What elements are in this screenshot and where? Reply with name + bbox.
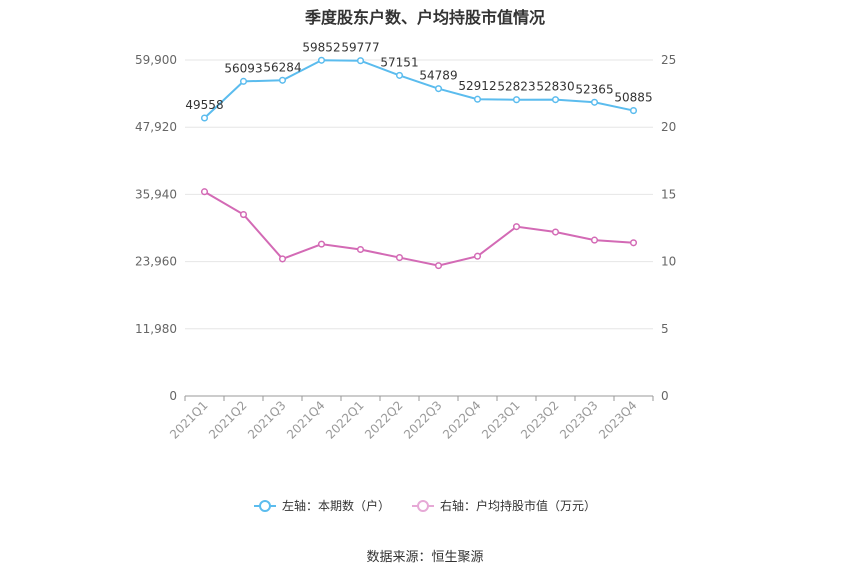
data-label-0: 56284	[263, 60, 301, 74]
x-tick-label: 2021Q2	[206, 398, 250, 442]
data-label-0: 52365	[575, 82, 613, 96]
data-point-0	[434, 85, 443, 93]
x-tick-label: 2023Q3	[557, 398, 601, 442]
data-point-1	[512, 223, 521, 231]
x-tick-label: 2023Q1	[479, 398, 523, 442]
y-left-tick-label: 47,920	[135, 120, 177, 134]
x-tick-label: 2022Q4	[440, 398, 484, 442]
y-right-tick-label: 25	[661, 53, 676, 67]
chart-legend: 左轴：本期数（户） 右轴：户均持股市值（万元）	[0, 497, 850, 514]
x-tick-label: 2021Q3	[245, 398, 289, 442]
y-right-tick-label: 0	[661, 389, 669, 403]
y-right-tick-label: 15	[661, 187, 676, 201]
x-tick-label: 2022Q3	[401, 398, 445, 442]
data-point-1	[473, 252, 482, 260]
data-point-0	[200, 114, 209, 122]
y-right-tick-label: 10	[661, 255, 676, 269]
y-right-tick-label: 5	[661, 322, 669, 336]
data-label-0: 56093	[224, 61, 262, 75]
data-point-1	[629, 239, 638, 247]
x-tick-label: 2022Q1	[323, 398, 367, 442]
data-point-1	[317, 240, 326, 248]
data-source: 数据来源：恒生聚源	[366, 550, 484, 565]
data-point-1	[239, 211, 248, 219]
legend-item-households[interactable]: 左轴：本期数（户）	[253, 497, 390, 514]
y-left-tick-label: 11,980	[135, 322, 177, 336]
data-point-1	[200, 188, 209, 196]
data-label-0: 59777	[341, 41, 379, 55]
data-point-0	[473, 95, 482, 103]
data-label-0: 54789	[419, 69, 457, 83]
chart-title: 季度股东户数、户均持股市值情况	[304, 8, 545, 27]
x-tick-label: 2021Q1	[167, 398, 211, 442]
data-point-0	[278, 76, 287, 84]
data-label-0: 52823	[497, 80, 535, 94]
series-line-0	[203, 59, 634, 119]
data-point-0	[629, 107, 638, 115]
data-point-0	[317, 56, 326, 64]
data-label-0: 52830	[536, 80, 574, 94]
x-tick-label: 2023Q4	[596, 398, 640, 442]
data-label-0: 57151	[380, 55, 418, 69]
legend-label-households: 左轴：本期数（户）	[281, 499, 390, 513]
x-tick-label: 2022Q2	[362, 398, 406, 442]
y-left-tick-label: 59,900	[135, 53, 177, 67]
series-line-1	[203, 190, 634, 267]
data-point-1	[551, 228, 560, 236]
legend-label-avg-value: 右轴：户均持股市值（万元）	[440, 499, 597, 513]
x-tick-label: 2023Q2	[518, 398, 562, 442]
data-point-1	[356, 245, 365, 254]
y-right-tick-label: 20	[661, 120, 676, 134]
data-point-0	[512, 96, 521, 104]
data-label-0: 59852	[302, 40, 340, 54]
x-tick-label: 2021Q4	[284, 398, 328, 442]
data-point-0	[356, 57, 365, 65]
data-point-1	[590, 236, 599, 244]
data-label-0: 52912	[458, 79, 496, 93]
y-left-tick-label: 35,940	[135, 187, 177, 201]
data-point-0	[239, 77, 248, 85]
data-point-0	[551, 96, 560, 104]
data-point-0	[590, 98, 599, 106]
data-point-0	[395, 71, 404, 79]
data-point-1	[395, 254, 404, 262]
data-point-1	[434, 262, 443, 270]
legend-item-avg-value[interactable]: 右轴：户均持股市值（万元）	[412, 497, 596, 514]
data-label-0: 50885	[614, 91, 652, 105]
y-left-tick-label: 23,960	[135, 255, 177, 269]
y-left-tick-label: 0	[169, 389, 177, 403]
data-point-1	[278, 255, 287, 263]
legend-marker-avg-value-icon	[412, 499, 434, 512]
legend-marker-households-icon	[253, 499, 276, 512]
data-label-0: 49558	[185, 98, 223, 112]
